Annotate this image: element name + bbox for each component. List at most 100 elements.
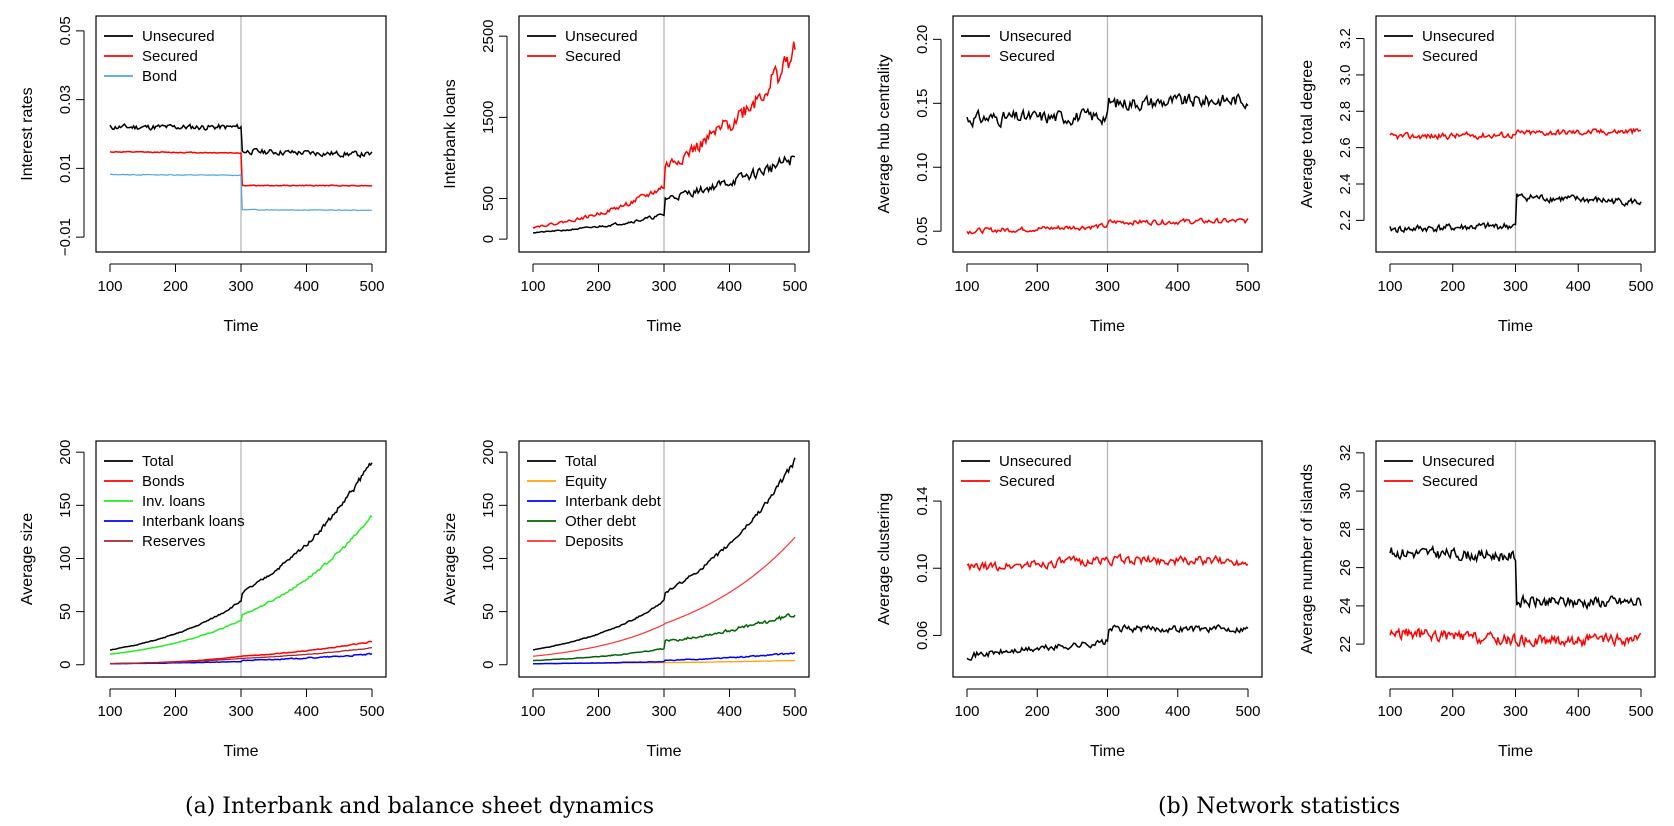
series-line <box>1389 626 1642 649</box>
legend-label: Secured <box>999 473 1055 490</box>
y-tick-label: 0.06 <box>914 621 931 650</box>
x-axis-label: Time <box>224 743 259 760</box>
y-tick-label: 30 <box>1337 483 1354 500</box>
y-tick-label: 28 <box>1337 521 1354 538</box>
x-tick-label: 100 <box>954 703 979 720</box>
x-tick-label: 400 <box>717 278 742 295</box>
plot-frame <box>952 440 1263 678</box>
x-tick-label: 500 <box>1628 703 1653 720</box>
y-tick-label: 2500 <box>480 19 497 52</box>
plot-frame <box>1375 440 1656 678</box>
legend-label: Interbank loans <box>142 513 245 530</box>
x-tick-label: 500 <box>359 703 384 720</box>
y-tick-label: 22 <box>1337 636 1354 653</box>
plot-frame <box>518 15 810 253</box>
x-tick-label: 500 <box>1235 703 1260 720</box>
legend-label: Secured <box>999 48 1055 65</box>
y-tick-label: 0 <box>57 661 74 669</box>
x-tick-label: 200 <box>1440 278 1465 295</box>
x-tick-label: 200 <box>1025 703 1050 720</box>
series-line <box>109 150 373 187</box>
plot-frame <box>95 440 387 678</box>
caption-b: (b) Network statistics <box>1158 794 1401 819</box>
y-tick-label: 0 <box>480 661 497 669</box>
x-tick-label: 300 <box>1503 278 1528 295</box>
y-tick-label: 1500 <box>480 101 497 134</box>
y-axis-label: Average total degree <box>1299 60 1316 208</box>
y-axis-label: Average size <box>442 513 459 605</box>
legend-label: Unsecured <box>999 28 1072 45</box>
y-tick-label: 3.2 <box>1337 28 1354 49</box>
y-tick-label: 2.2 <box>1337 210 1354 231</box>
x-tick-label: 200 <box>1025 278 1050 295</box>
x-tick-label: 300 <box>1503 703 1528 720</box>
x-axis-label: Time <box>1090 743 1125 760</box>
y-tick-label: 2.8 <box>1337 101 1354 122</box>
legend-label: Unsecured <box>1422 28 1495 45</box>
plot-frame <box>1375 15 1656 253</box>
y-tick-label: 100 <box>57 546 74 571</box>
y-axis-label: Average number of islands <box>1299 464 1316 654</box>
x-tick-label: 300 <box>228 278 253 295</box>
x-tick-label: 500 <box>1628 278 1653 295</box>
series-line <box>1389 127 1641 141</box>
y-axis-label: Interbank loans <box>442 79 459 188</box>
legend-label: Unsecured <box>1422 453 1495 470</box>
series-line <box>109 173 373 212</box>
y-tick-label: 24 <box>1337 598 1354 615</box>
legend-label: Secured <box>1422 473 1478 490</box>
x-tick-label: 300 <box>228 703 253 720</box>
x-tick-label: 500 <box>359 278 384 295</box>
chart-panel-4: 100 200 300 400 500 Time 2.2 2.4 2.6 2.8 3.0 3.2 Ave… <box>1299 15 1656 335</box>
series-line <box>966 623 1249 661</box>
series-line <box>110 462 373 651</box>
series-line <box>109 514 373 655</box>
chart-panel-1: 100 200 300 400 500 Time −0.01 0.01 0.03 0.05 Inte… <box>19 15 387 335</box>
y-tick-label: 500 <box>480 186 497 211</box>
y-tick-label: 0.10 <box>914 153 931 182</box>
legend-label: Secured <box>1422 48 1478 65</box>
x-tick-label: 300 <box>651 703 676 720</box>
series-line <box>1389 544 1642 611</box>
legend-label: Bond <box>142 68 177 85</box>
x-axis-label: Time <box>1498 743 1533 760</box>
y-tick-label: 0.14 <box>914 486 931 515</box>
y-tick-label: 2.4 <box>1337 174 1354 195</box>
x-tick-label: 100 <box>520 703 545 720</box>
x-axis-label: Time <box>647 743 682 760</box>
x-tick-label: 500 <box>1235 278 1260 295</box>
chart-panel-5: 100 200 300 400 500 Time 0 50 100 150 200 Average s… <box>19 440 387 760</box>
chart-panel-6: 100 200 300 400 500 Time 0 50 100 150 200 Average s… <box>442 440 810 760</box>
y-tick-label: 0.05 <box>914 217 931 246</box>
x-tick-label: 200 <box>586 278 611 295</box>
x-axis-label: Time <box>1498 318 1533 335</box>
chart-panel-8: 100 200 300 400 500 Time 22 24 26 28 30 32 Average n… <box>1299 440 1656 760</box>
x-tick-label: 400 <box>1165 278 1190 295</box>
legend-label: Inv. loans <box>142 493 205 510</box>
x-tick-label: 300 <box>1095 278 1120 295</box>
y-tick-label: 150 <box>480 493 497 518</box>
series-line <box>966 553 1249 573</box>
y-tick-label: 0.01 <box>57 154 74 183</box>
plot-frame <box>518 440 810 678</box>
series-line <box>533 457 796 651</box>
chart-panel-2: 100 200 300 400 500 Time 0 500 1500 2500 Interbank… <box>442 15 810 335</box>
legend-label: Deposits <box>565 533 623 550</box>
series-line <box>533 155 796 234</box>
x-tick-label: 100 <box>1377 278 1402 295</box>
x-tick-label: 200 <box>163 703 188 720</box>
legend-label: Secured <box>142 48 198 65</box>
x-tick-label: 400 <box>1566 278 1591 295</box>
series-line <box>109 122 373 159</box>
y-tick-label: 50 <box>480 603 497 620</box>
y-tick-label: 200 <box>480 440 497 465</box>
legend-label: Unsecured <box>142 28 215 45</box>
legend-label: Secured <box>565 48 621 65</box>
x-tick-label: 100 <box>97 703 122 720</box>
chart-panel-3: 100 200 300 400 500 Time 0.05 0.10 0.15 0.20 Avera… <box>876 15 1263 335</box>
series-line <box>1389 192 1642 234</box>
x-tick-label: 500 <box>782 278 807 295</box>
y-tick-label: 50 <box>57 603 74 620</box>
x-tick-label: 400 <box>717 703 742 720</box>
legend-label: Bonds <box>142 473 185 490</box>
